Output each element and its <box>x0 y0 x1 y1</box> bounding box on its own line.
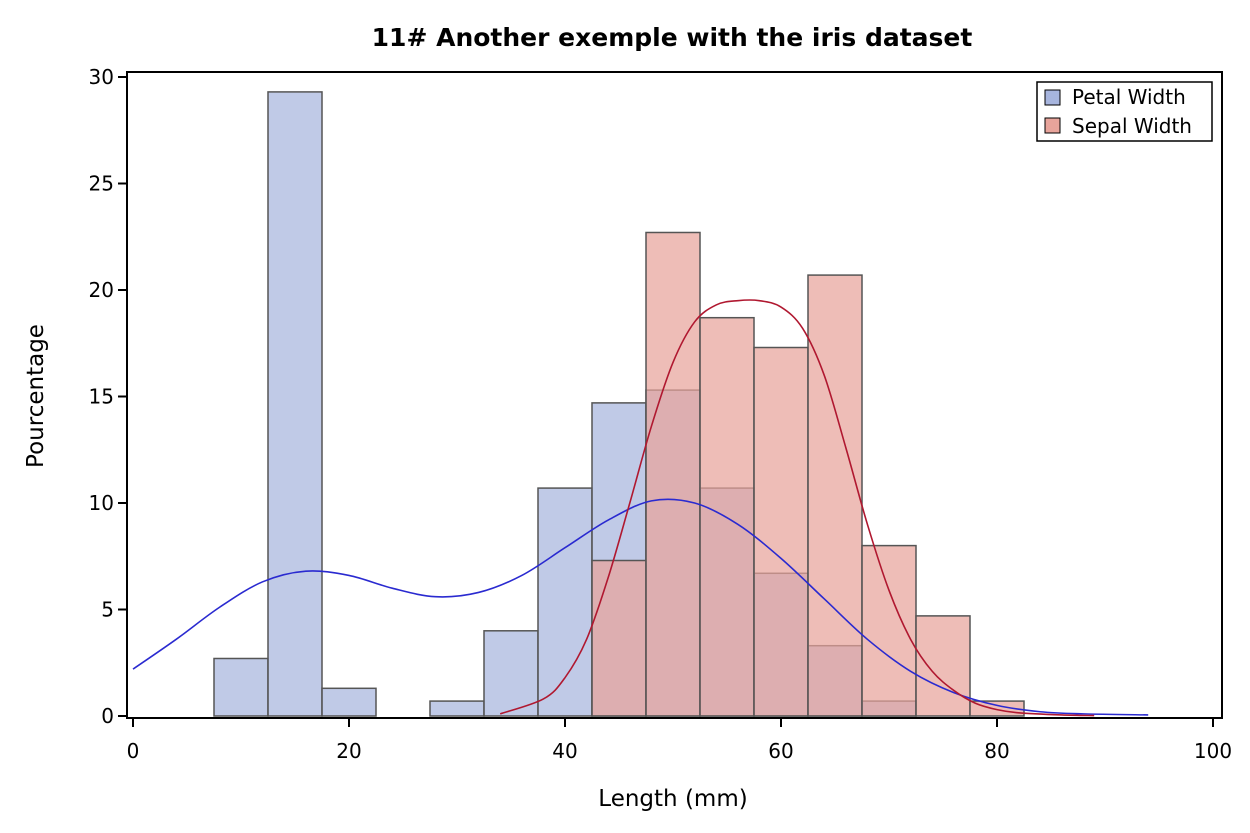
bar-petal-width-10 <box>213 657 269 717</box>
plot-frame <box>126 71 1223 719</box>
bar-petal-width-35 <box>483 630 539 717</box>
bar-sepal-width-45 <box>591 559 647 717</box>
y-tick-label-10: 10 <box>89 491 114 515</box>
bar-sepal-width-60 <box>753 346 809 717</box>
legend: Petal Width Sepal Width <box>1036 81 1213 142</box>
y-tick-label-25: 25 <box>89 172 114 196</box>
legend-label-petal-width: Petal Width <box>1072 85 1186 109</box>
curves-layer <box>132 299 1149 717</box>
legend-swatch-petal-width <box>1044 89 1061 106</box>
y-axis-label: Pourcentage <box>23 324 49 468</box>
x-tick-label-0: 0 <box>127 739 140 763</box>
y-axis: 0 5 10 15 20 25 30 <box>89 65 127 728</box>
density-curve-sepal-width <box>499 299 1095 717</box>
x-tick-label-40: 40 <box>552 739 577 763</box>
legend-box <box>1036 81 1213 142</box>
bar-sepal-width-70 <box>861 544 917 717</box>
bar-petal-width-30 <box>429 700 485 717</box>
y-tick-label-0: 0 <box>101 704 114 728</box>
legend-swatch-sepal-width <box>1044 117 1061 134</box>
x-axis-label: Length (mm) <box>598 786 747 812</box>
y-tick-label-15: 15 <box>89 385 114 409</box>
bar-sepal-width-50 <box>645 231 701 717</box>
x-tick-label-80: 80 <box>984 739 1009 763</box>
chart-title: 11# Another exemple with the iris datase… <box>372 23 973 52</box>
y-tick-label-5: 5 <box>101 598 114 622</box>
y-tick-label-30: 30 <box>89 65 114 89</box>
x-tick-label-20: 20 <box>336 739 361 763</box>
bar-petal-width-40 <box>537 487 593 717</box>
x-tick-label-100: 100 <box>1194 739 1232 763</box>
x-tick-label-60: 60 <box>768 739 793 763</box>
x-axis: 0 20 40 60 80 100 <box>127 718 1232 763</box>
bar-sepal-width-75 <box>915 615 971 717</box>
bars-layer <box>213 91 1025 717</box>
bar-petal-width-15 <box>267 91 323 717</box>
bar-sepal-width-65 <box>807 274 863 717</box>
y-tick-label-20: 20 <box>89 278 114 302</box>
legend-label-sepal-width: Sepal Width <box>1072 114 1192 138</box>
bar-petal-width-20 <box>321 687 377 717</box>
